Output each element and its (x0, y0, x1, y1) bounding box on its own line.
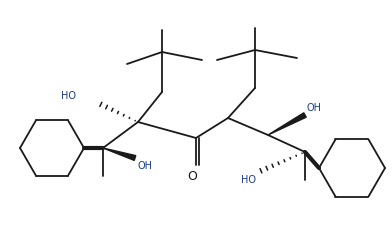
Text: O: O (187, 170, 197, 183)
Polygon shape (268, 113, 306, 135)
Polygon shape (103, 148, 136, 160)
Text: OH: OH (137, 161, 152, 171)
Text: HO: HO (61, 91, 76, 101)
Text: OH: OH (307, 103, 322, 113)
Text: HO: HO (241, 175, 256, 185)
